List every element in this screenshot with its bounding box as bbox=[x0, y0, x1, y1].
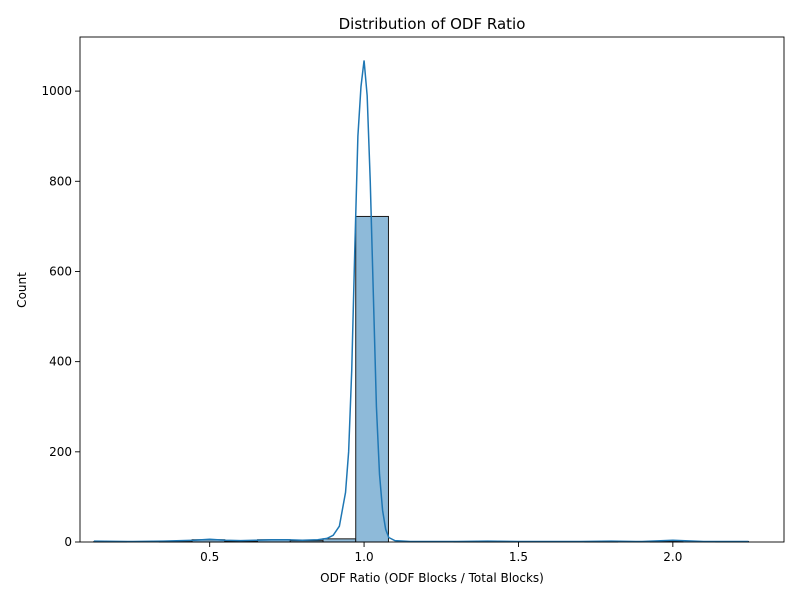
y-axis: 0 200 400 600 800 1000 bbox=[41, 84, 80, 549]
x-axis: 0.5 1.0 1.5 2.0 bbox=[200, 542, 682, 564]
x-tick-label-3: 2.0 bbox=[663, 550, 682, 564]
y-tick-label-2: 400 bbox=[49, 355, 72, 369]
y-tick-label-1: 200 bbox=[49, 445, 72, 459]
plot-frame bbox=[79, 36, 785, 543]
chart-title: Distribution of ODF Ratio bbox=[339, 15, 526, 33]
y-tick-label-5: 1000 bbox=[41, 84, 72, 98]
histogram-bar-7 bbox=[322, 538, 357, 543]
x-tick-label-0: 0.5 bbox=[200, 550, 219, 564]
x-tick-label-1: 1.0 bbox=[355, 550, 374, 564]
y-tick-label-0: 0 bbox=[64, 535, 72, 549]
x-axis-label: ODF Ratio (ODF Blocks / Total Blocks) bbox=[320, 571, 544, 585]
y-axis-label: Count bbox=[15, 272, 29, 308]
kde-line bbox=[93, 60, 749, 543]
histogram-bars bbox=[93, 215, 749, 543]
y-tick-label-4: 800 bbox=[49, 174, 72, 188]
x-tick-label-2: 1.5 bbox=[509, 550, 528, 564]
y-tick-label-3: 600 bbox=[49, 264, 72, 278]
